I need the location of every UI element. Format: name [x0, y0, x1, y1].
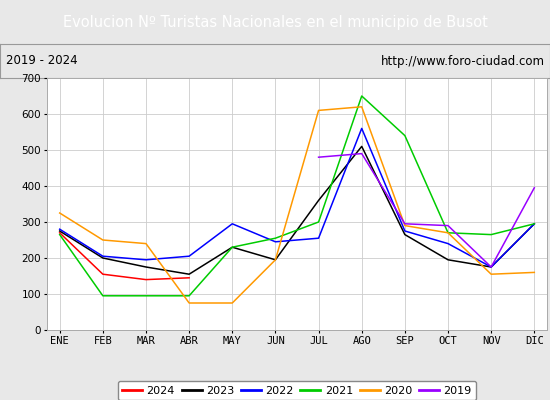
Text: 2019 - 2024: 2019 - 2024 [6, 54, 77, 68]
Text: Evolucion Nº Turistas Nacionales en el municipio de Busot: Evolucion Nº Turistas Nacionales en el m… [63, 14, 487, 30]
Text: http://www.foro-ciudad.com: http://www.foro-ciudad.com [381, 54, 544, 68]
Legend: 2024, 2023, 2022, 2021, 2020, 2019: 2024, 2023, 2022, 2021, 2020, 2019 [118, 381, 476, 400]
